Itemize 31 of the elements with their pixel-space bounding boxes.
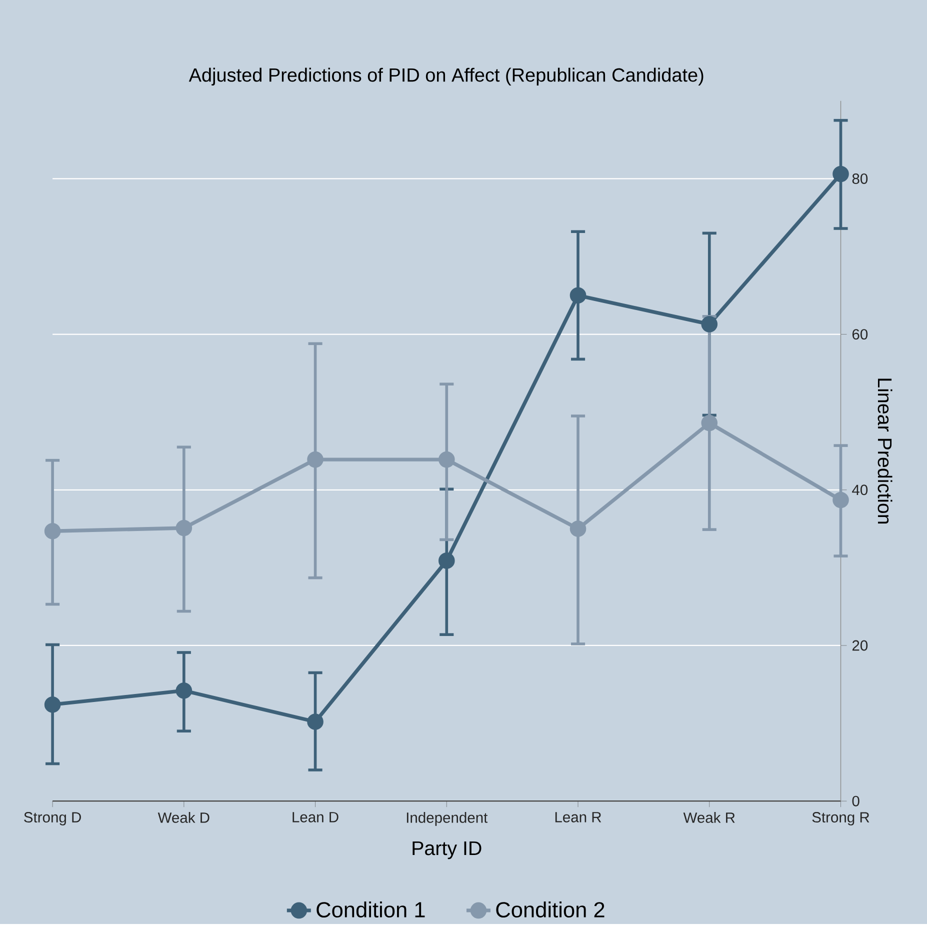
x-tick-label: Strong R bbox=[812, 812, 870, 826]
point bbox=[307, 451, 324, 468]
x-axis-title: Party ID bbox=[412, 841, 482, 860]
point bbox=[832, 166, 849, 182]
x-tick-label: Lean R bbox=[555, 812, 602, 822]
x-tick-label: Strong D bbox=[24, 812, 81, 826]
y-tick-label: 80 bbox=[852, 173, 868, 184]
chart-title: Adjusted Predictions of PID on Affect (Republican Candidate) bbox=[188, 68, 704, 86]
point bbox=[701, 414, 718, 432]
y-tick-label: 40 bbox=[852, 484, 868, 496]
legend-label: Condition 2 bbox=[496, 901, 604, 918]
y-tick-label: 0 bbox=[852, 796, 860, 806]
y-tick-label: 20 bbox=[852, 640, 868, 651]
x-tick-label: Independent bbox=[406, 812, 488, 826]
point bbox=[44, 696, 61, 713]
y-tick-label: 60 bbox=[852, 329, 868, 340]
point bbox=[176, 520, 192, 536]
point bbox=[438, 451, 455, 468]
point bbox=[570, 520, 586, 537]
x-tick-label: Lean D bbox=[292, 812, 338, 822]
point bbox=[832, 492, 849, 508]
point bbox=[570, 287, 586, 304]
point bbox=[438, 552, 455, 569]
point bbox=[176, 682, 192, 699]
x-tick-label: Weak R bbox=[683, 812, 735, 823]
x-tick-label: Weak D bbox=[158, 812, 210, 823]
point bbox=[701, 316, 718, 332]
legend-label: Condition 1 bbox=[316, 901, 425, 918]
y-axis-title: Linear Prediction bbox=[878, 378, 892, 524]
point bbox=[44, 522, 61, 540]
point bbox=[307, 714, 324, 730]
